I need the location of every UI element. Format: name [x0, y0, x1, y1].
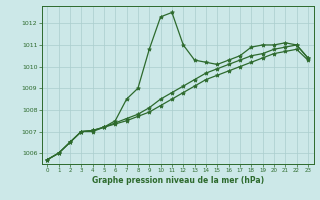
X-axis label: Graphe pression niveau de la mer (hPa): Graphe pression niveau de la mer (hPa) [92, 176, 264, 185]
